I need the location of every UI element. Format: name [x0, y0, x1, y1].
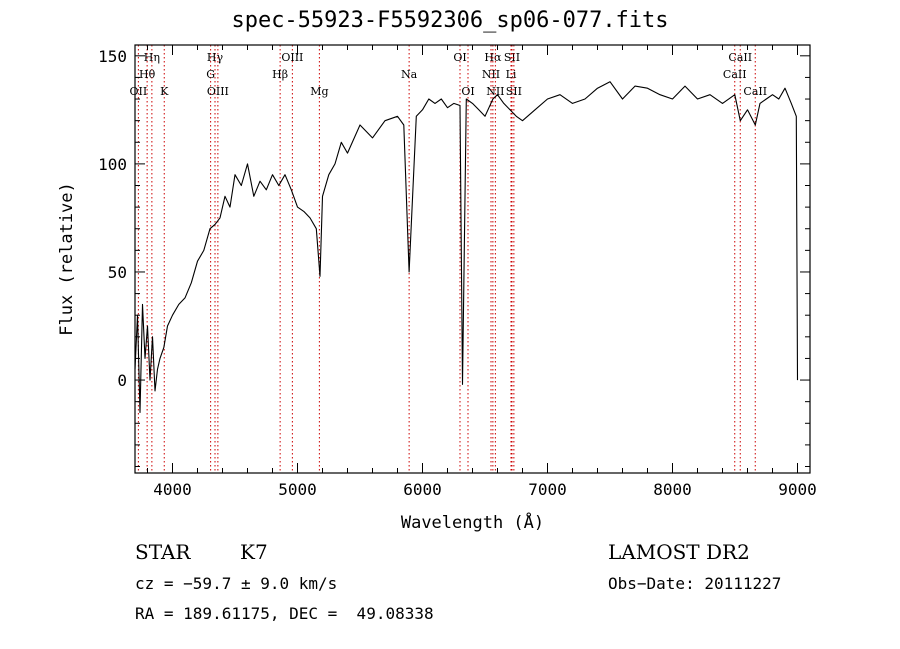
redshift-velocity: cz = −59.7 ± 9.0 km/s — [135, 574, 338, 593]
x-tick-label: 9000 — [778, 480, 817, 499]
spectral-line-label: Na — [401, 68, 418, 81]
spectrum-line — [134, 81, 799, 414]
spectral-line-label: Mg — [310, 85, 328, 98]
observation-date: Obs−Date: 20111227 — [608, 574, 782, 593]
spectral-line-label: CaII — [723, 68, 747, 81]
y-tick-label: 0 — [117, 371, 127, 390]
spectral-line-label: NII — [482, 68, 500, 81]
spectral-line-label: G — [206, 68, 215, 81]
spectral-line-label: SII — [504, 51, 520, 64]
x-tick-label: 6000 — [403, 480, 442, 499]
spectral-line-label: Hα — [484, 51, 502, 64]
coordinates: RA = 189.61175, DEC = 49.08338 — [135, 604, 434, 623]
y-tick-label: 150 — [98, 47, 127, 66]
y-tick-label: 100 — [98, 155, 127, 174]
spectral-line-label: OII — [130, 85, 148, 98]
spectral-line-label: NII — [486, 85, 504, 98]
object-subclass: K7 — [240, 540, 268, 564]
survey-label: LAMOST DR2 — [608, 540, 750, 564]
x-tick-label: 4000 — [153, 480, 192, 499]
chart-title: spec-55923-F5592306_sp06-077.fits — [231, 8, 669, 33]
spectral-line-label: Hβ — [272, 68, 288, 81]
spectral-line-label: OIII — [207, 85, 229, 98]
spectral-line-label: Hγ — [207, 51, 224, 64]
y-tick-label: 50 — [108, 263, 127, 282]
spectral-line-label: OI — [461, 85, 474, 98]
x-axis-label: Wavelength (Å) — [401, 511, 544, 533]
spectral-line-label: OI — [453, 51, 466, 64]
spectral-line-label: CaII — [743, 85, 767, 98]
x-tick-label: 7000 — [528, 480, 567, 499]
spectral-line-label: SII — [506, 85, 522, 98]
spectral-line-label: OIII — [281, 51, 303, 64]
spectral-line-label: K — [160, 85, 169, 98]
y-axis-label: Flux (relative) — [57, 182, 77, 336]
spectral-line-label: Hθ — [139, 68, 156, 81]
object-class: STAR — [135, 540, 191, 564]
x-tick-label: 5000 — [278, 480, 317, 499]
spectral-line-label: Li — [506, 68, 517, 81]
x-tick-label: 8000 — [653, 480, 692, 499]
spectral-line-label: CaII — [728, 51, 752, 64]
plot-frame — [134, 44, 811, 474]
spectral-line-label: Hη — [144, 51, 160, 64]
